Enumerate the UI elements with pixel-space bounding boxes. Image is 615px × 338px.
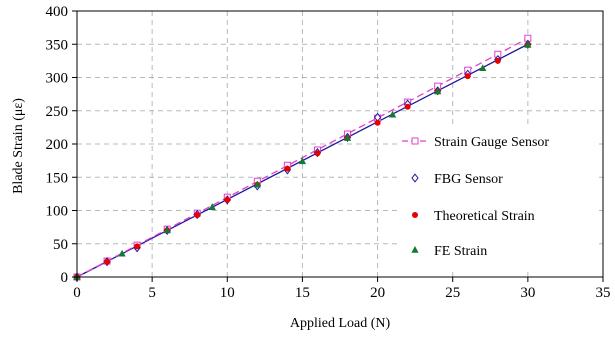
y-axis-title: Blade Strain (με) bbox=[11, 98, 26, 194]
legend: Strain Gauge Sensor FBG Sensor Theoretical… bbox=[398, 126, 598, 270]
theoretical-strain-point bbox=[194, 212, 201, 219]
y-tick-label: 400 bbox=[46, 4, 69, 20]
fe-strain-point bbox=[524, 40, 532, 48]
x-tick-label: 30 bbox=[520, 285, 535, 301]
x-tick-label: 20 bbox=[370, 285, 385, 301]
fe-strain-point bbox=[253, 180, 261, 188]
y-tick-label: 250 bbox=[46, 104, 69, 120]
theoretical-strain-point bbox=[314, 150, 321, 157]
fe-strain-point bbox=[298, 157, 307, 165]
fe-strain-point bbox=[118, 249, 126, 257]
theoretical-strain-point bbox=[284, 165, 291, 172]
markers-layer bbox=[73, 34, 532, 282]
x-tick-label: 35 bbox=[596, 285, 611, 301]
theoretical-strain-point bbox=[224, 196, 231, 203]
x-tick-label: 5 bbox=[148, 285, 156, 301]
x-tick-label: 25 bbox=[445, 285, 460, 301]
theoretical-strain-point bbox=[374, 119, 381, 126]
legend-marker-fe-strain bbox=[411, 246, 419, 253]
legend-marker-theoretical-strain bbox=[412, 212, 418, 218]
y-tick-label: 0 bbox=[61, 270, 69, 286]
y-tick-label: 50 bbox=[53, 237, 68, 253]
legend-label-theoretical-strain: Theoretical Strain bbox=[434, 209, 535, 224]
fe-strain-point bbox=[479, 64, 487, 71]
legend-marker-strain-gauge-sensor bbox=[411, 137, 419, 145]
x-tick-label: 0 bbox=[73, 285, 81, 301]
x-tick-label: 15 bbox=[295, 285, 310, 301]
theoretical-strain-point bbox=[494, 57, 501, 64]
y-tick-label: 300 bbox=[46, 71, 69, 87]
y-tick-label: 150 bbox=[46, 170, 69, 186]
theoretical-strain-point bbox=[104, 258, 111, 265]
legend-label-fe-strain: FE Strain bbox=[434, 244, 487, 259]
theoretical-strain-point bbox=[404, 103, 411, 110]
x-axis-title: Applied Load (N) bbox=[290, 316, 391, 331]
fe-strain-point bbox=[208, 203, 216, 210]
theoretical-strain-point bbox=[134, 243, 141, 250]
theoretical-strain-point bbox=[464, 73, 471, 80]
y-tick-label: 200 bbox=[46, 137, 69, 153]
fe-strain-point bbox=[389, 110, 397, 118]
y-tick-label: 350 bbox=[46, 37, 69, 53]
legend-marker-fbg-sensor bbox=[411, 173, 419, 183]
fe-strain-point bbox=[434, 87, 442, 95]
legend-background bbox=[398, 126, 598, 270]
x-tick-label: 10 bbox=[220, 285, 235, 301]
fe-strain-point bbox=[163, 226, 171, 234]
fe-strain-point bbox=[343, 134, 352, 141]
y-tick-label: 100 bbox=[46, 204, 69, 220]
legend-label-strain-gauge-sensor: Strain Gauge Sensor bbox=[434, 135, 549, 150]
legend-label-fbg-sensor: FBG Sensor bbox=[434, 172, 503, 187]
